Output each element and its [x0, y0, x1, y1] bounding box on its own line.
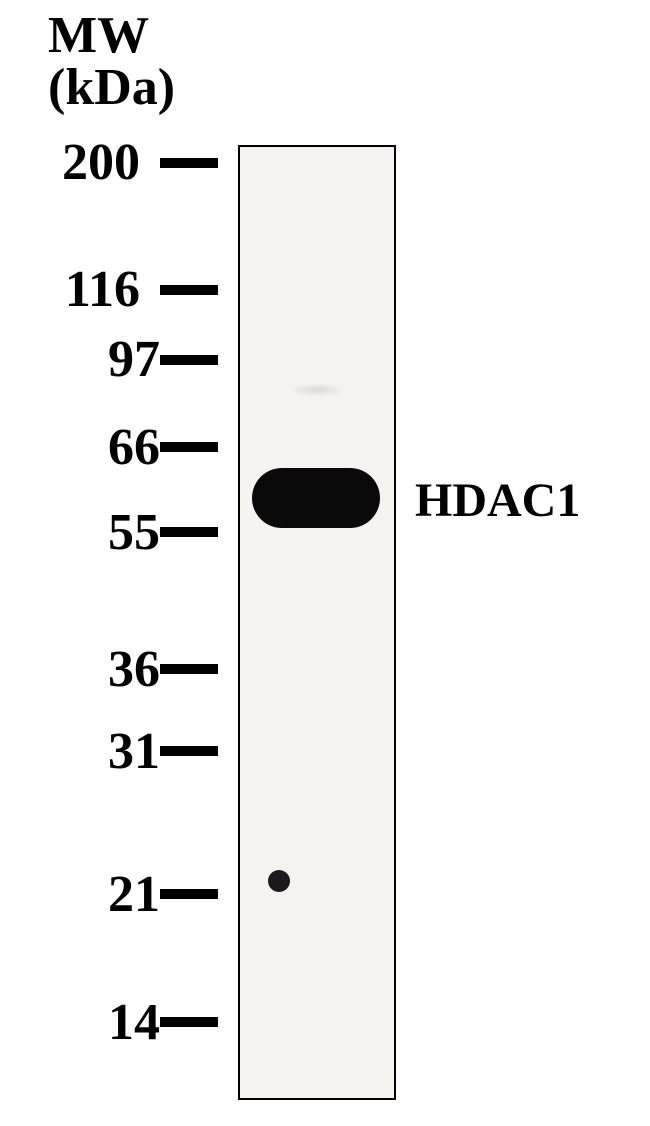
faint-mark-0 — [290, 383, 345, 397]
ladder-tick-36 — [160, 664, 218, 674]
minor-spot-band — [268, 870, 290, 892]
blot-lane — [238, 145, 396, 1100]
ladder-label-97: 97 — [30, 330, 160, 389]
hdac1-band-label: HDAC1 — [415, 473, 580, 528]
ladder-tick-14 — [160, 1017, 218, 1027]
ladder-label-36: 36 — [30, 640, 160, 699]
mw-header: MW (kDa) — [48, 10, 175, 114]
ladder-label-200: 200 — [10, 133, 140, 192]
ladder-label-116: 116 — [10, 260, 140, 319]
ladder-tick-200 — [160, 158, 218, 168]
ladder-label-14: 14 — [30, 993, 160, 1052]
ladder-tick-21 — [160, 889, 218, 899]
ladder-tick-116 — [160, 285, 218, 295]
ladder-label-21: 21 — [30, 865, 160, 924]
ladder-label-66: 66 — [30, 418, 160, 477]
hdac1-band — [252, 468, 380, 528]
ladder-tick-31 — [160, 746, 218, 756]
ladder-label-31: 31 — [30, 722, 160, 781]
western-blot-figure: MW (kDa) 200 116 97 66 55 36 31 21 14 HDAC1 — [0, 0, 650, 1126]
mw-header-line1: MW — [48, 10, 175, 62]
ladder-label-55: 55 — [30, 503, 160, 562]
mw-header-line2: (kDa) — [48, 62, 175, 114]
ladder-tick-97 — [160, 355, 218, 365]
ladder-tick-55 — [160, 527, 218, 537]
ladder-tick-66 — [160, 442, 218, 452]
